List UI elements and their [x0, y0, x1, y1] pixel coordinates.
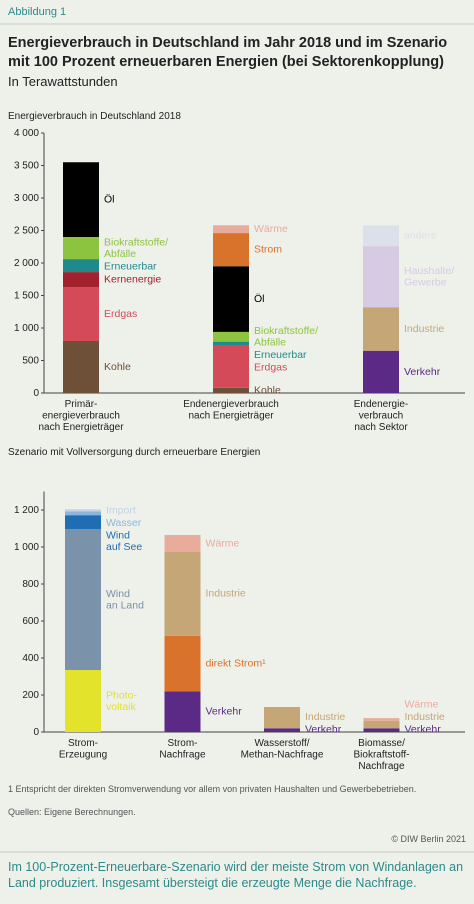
summary: Im 100-Prozent-Erneuerbare-Szenario wird…: [8, 860, 463, 890]
bar-segment: [63, 162, 99, 237]
legend-label: Wind an Land: [106, 588, 144, 612]
x-tick-label: Strom-Nachfrage: [159, 738, 206, 761]
legend-label: Kohle: [254, 384, 281, 396]
legend-label: Industrie: [305, 711, 345, 723]
y-tick-label: 3 000: [14, 193, 39, 204]
bar-segment: [213, 331, 249, 342]
x-tick-label: Primär-energieverbrauch nach Energieträge…: [38, 399, 124, 433]
legend-label: Wasser: [106, 517, 142, 529]
legend-label: Wind auf See: [106, 529, 142, 553]
bar-segment: [363, 728, 400, 732]
y-tick-label: 2 500: [14, 225, 39, 236]
bar-segment: [65, 511, 101, 516]
legend-label: Kernenergie: [104, 273, 161, 285]
bar-segment: [363, 307, 399, 351]
legend-label: Kohle: [104, 361, 131, 373]
bar-segment: [164, 551, 201, 636]
bar-segment: [363, 225, 399, 247]
y-tick-label: 0: [33, 727, 39, 738]
x-tick-label: Strom-Erzeugung: [59, 738, 107, 761]
legend-label: Verkehr: [206, 705, 243, 717]
legend-label: Erdgas: [104, 308, 137, 320]
y-tick-label: 500: [22, 355, 39, 366]
bar-segment: [164, 534, 201, 552]
footnote: 1 Entspricht der direkten Stromverwendun…: [8, 784, 416, 794]
legend-label: Wärme: [405, 698, 439, 710]
legend-label: Verkehr: [404, 366, 441, 378]
bar-segment: [65, 515, 101, 530]
bar-segment: [164, 691, 201, 732]
bar-segment: [63, 259, 99, 273]
legend-label: direkt Strom¹: [206, 657, 267, 669]
bar-segment: [363, 718, 400, 721]
legend-label: Industrie: [405, 711, 445, 723]
legend-label: Biokraftstoffe/Abfälle: [104, 236, 168, 259]
y-tick-label: 1 500: [14, 290, 39, 301]
legend-label: Strom: [254, 243, 282, 255]
y-tick-label: 600: [22, 616, 39, 627]
legend-label: Wärme: [254, 223, 288, 235]
legend-label: Wärme: [206, 537, 240, 549]
title: Energieverbrauch in Deutschland im Jahr …: [8, 35, 447, 70]
y-tick-label: 1 000: [14, 542, 39, 553]
legend-label: Öl: [104, 193, 115, 205]
bar-segment: [63, 237, 99, 260]
legend-label: Industrie: [206, 587, 246, 599]
legend-label: Import: [106, 504, 136, 516]
bar-segment: [264, 707, 300, 729]
x-tick-label: Endenergieverbrauch nach Energieträger: [183, 399, 279, 422]
subtitle: In Terawattstunden: [8, 74, 118, 89]
legend-label: Verkehr: [305, 723, 342, 735]
bar-segment: [363, 350, 399, 393]
y-tick-label: 200: [22, 690, 39, 701]
legend-label: Erneuerbar: [104, 260, 157, 272]
figure-label: Abbildung 1: [8, 6, 66, 18]
y-tick-label: 400: [22, 653, 39, 664]
x-tick-label: Endenergie-verbrauch nach Sektor: [354, 399, 409, 433]
bar-segment: [65, 670, 101, 732]
source: Quellen: Eigene Berechnungen.: [8, 807, 136, 817]
y-tick-label: 1 200: [14, 505, 39, 516]
copyright: © DIW Berlin 2021: [391, 834, 466, 844]
legend-label: Biokraftstoffe/Abfälle: [254, 325, 318, 349]
bar-segment: [63, 341, 99, 393]
legend-label: Industrie: [404, 323, 444, 335]
bar-segment: [213, 387, 249, 393]
x-tick-label: Biomasse/Biokraftstoff-Nachfrage: [354, 738, 410, 772]
bar-segment: [213, 345, 249, 388]
bar-segment: [65, 509, 101, 512]
legend-label: Verkehr: [405, 723, 442, 735]
legend-label: andere: [404, 229, 437, 241]
bar-segment: [213, 266, 249, 332]
y-tick-label: 0: [33, 388, 39, 399]
y-tick-label: 4 000: [14, 128, 39, 139]
y-tick-label: 2 000: [14, 258, 39, 269]
legend-label: Haushalte/Gewerbe: [404, 265, 454, 289]
bar-segment: [213, 225, 249, 234]
chart-title: Szenario mit Vollversorgung durch erneue…: [8, 447, 260, 458]
legend-label: Photo-voltaik: [106, 689, 137, 713]
chart-title: Energieverbrauch in Deutschland 2018: [8, 111, 181, 122]
bar-segment: [63, 272, 99, 288]
y-tick-label: 800: [22, 579, 39, 590]
bar-segment: [363, 246, 399, 308]
bar-segment: [164, 635, 201, 692]
y-tick-label: 3 500: [14, 160, 39, 171]
x-tick-label: Wasserstoff/Methan-Nachfrage: [241, 738, 324, 761]
bar-segment: [213, 341, 249, 346]
bar-segment: [63, 287, 99, 341]
bar-segment: [363, 720, 400, 729]
bar-segment: [213, 233, 249, 267]
bar-segment: [264, 728, 300, 732]
legend-label: Erdgas: [254, 361, 287, 373]
y-tick-label: 1 000: [14, 323, 39, 334]
bar-segment: [65, 529, 101, 671]
legend-label: Öl: [254, 293, 265, 305]
legend-label: Erneuerbar: [254, 349, 307, 361]
